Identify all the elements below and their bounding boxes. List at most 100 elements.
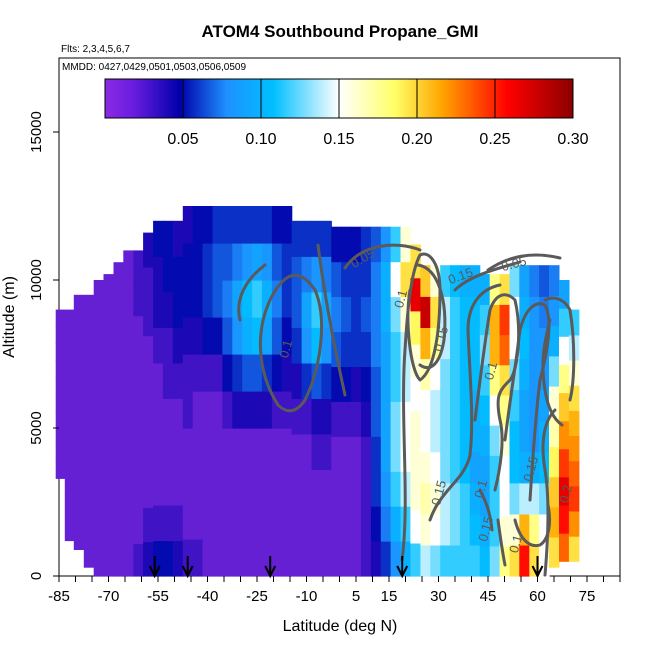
heatmap-cell — [390, 331, 402, 367]
heatmap-cell — [321, 469, 332, 506]
heatmap-cell — [430, 358, 441, 391]
heatmap-cell — [212, 354, 223, 392]
heatmap-cell — [400, 541, 411, 577]
heatmap-cell — [232, 243, 243, 281]
heatmap-cell — [568, 309, 580, 336]
heatmap-cell — [281, 539, 293, 577]
heatmap-cell — [252, 391, 263, 429]
heatmap-cell — [450, 451, 461, 484]
heatmap-cell — [459, 513, 471, 546]
heatmap-cell — [341, 366, 352, 402]
chart-title: ATOM4 Southbound Propane_GMI — [201, 22, 478, 41]
heatmap-cell — [162, 256, 174, 293]
heatmap-cell — [162, 469, 174, 506]
heatmap-cell — [242, 539, 253, 577]
heatmap-cell — [113, 513, 124, 546]
heatmap-cell — [450, 327, 461, 360]
heatmap-cell — [568, 536, 580, 562]
contour-label: 0.05 — [500, 253, 528, 274]
heatmap-cell — [222, 280, 233, 318]
heatmap-cell — [430, 451, 441, 484]
heatmap-cell — [242, 317, 253, 355]
heatmap-cell — [64, 378, 75, 403]
heatmap-cell — [410, 343, 421, 378]
heatmap-cell — [291, 327, 303, 364]
heatmap-cell — [301, 433, 313, 470]
heatmap-cell — [172, 362, 184, 399]
heatmap-cell — [64, 471, 75, 495]
heatmap-cell — [341, 506, 352, 542]
heatmap-cell — [559, 505, 570, 534]
heatmap-cell — [331, 296, 342, 333]
heatmap-cell — [539, 265, 550, 297]
heatmap-cell — [232, 391, 243, 429]
heatmap-cell — [321, 398, 332, 435]
heatmap-cell — [123, 413, 134, 447]
heatmap-cell — [103, 334, 114, 366]
contour-lines — [237, 243, 576, 577]
profile-arrow — [181, 556, 194, 579]
heatmap-cell — [311, 469, 322, 506]
heatmap-cell — [489, 515, 501, 547]
contour-line — [513, 503, 552, 548]
heatmap-cell — [420, 265, 431, 297]
heatmap-cell — [351, 331, 362, 367]
heatmap-cell — [252, 428, 263, 466]
heatmap-cell — [162, 505, 174, 542]
heatmap-cell — [301, 220, 313, 257]
heatmap-cell — [430, 420, 441, 453]
x-tick-label: 45 — [480, 588, 497, 605]
heatmap-cell — [321, 362, 332, 399]
heatmap-cell — [103, 455, 114, 486]
heatmap-cell — [212, 502, 223, 540]
heatmap-cell — [450, 296, 461, 328]
heatmap-cell — [73, 498, 85, 525]
heatmap-cell — [380, 436, 392, 472]
x-tick-label: -85 — [48, 588, 70, 605]
heatmap-cell — [410, 476, 421, 511]
heatmap-cell — [351, 226, 362, 263]
heatmap-cell — [440, 451, 451, 484]
heatmap-cell — [311, 433, 322, 470]
heatmap-cell — [123, 445, 134, 479]
y-tick-label: 0 — [28, 572, 45, 580]
heatmap-cell — [331, 471, 342, 507]
heatmap-cell — [519, 389, 530, 422]
contour-line — [496, 518, 507, 567]
heatmap-cell — [440, 513, 451, 546]
heatmap-cell — [242, 428, 253, 466]
heatmap-cell — [271, 280, 283, 318]
heatmap-cell — [321, 256, 332, 293]
heatmap-cell — [539, 513, 550, 546]
colorbar-tick-label: 0.30 — [557, 131, 588, 148]
heatmap-cell — [133, 445, 144, 479]
heatmap-cell — [400, 401, 411, 437]
heatmap-cell — [341, 331, 352, 367]
heatmap-cell — [73, 422, 85, 449]
heatmap-cell — [73, 320, 85, 347]
heatmap-cell — [153, 433, 164, 470]
heatmap-cell — [360, 401, 372, 437]
heatmap-cell — [529, 513, 540, 546]
heatmap-cell — [113, 262, 124, 295]
heatmap-cell — [83, 294, 95, 323]
heatmap-cell — [192, 354, 204, 392]
heatmap-cell — [450, 544, 461, 577]
heatmap-cell — [519, 482, 530, 515]
heatmap-cell — [261, 391, 273, 429]
heatmap-cell — [321, 220, 332, 257]
heatmap-cell — [242, 391, 253, 429]
heatmap-cell — [440, 482, 451, 515]
heatmap-cell — [261, 280, 273, 318]
heatmap-cell — [182, 243, 194, 281]
heatmap-cell — [549, 416, 560, 447]
heatmap-cell — [341, 296, 352, 333]
heatmap-cell — [182, 428, 194, 466]
heatmap-cell — [509, 482, 520, 515]
heatmap-cell — [489, 274, 501, 305]
contour-line — [541, 408, 557, 577]
x-tick-label: -25 — [246, 588, 268, 605]
heatmap-cell — [202, 354, 213, 392]
heatmap-cell — [93, 398, 105, 429]
heatmap-cell — [261, 317, 273, 355]
